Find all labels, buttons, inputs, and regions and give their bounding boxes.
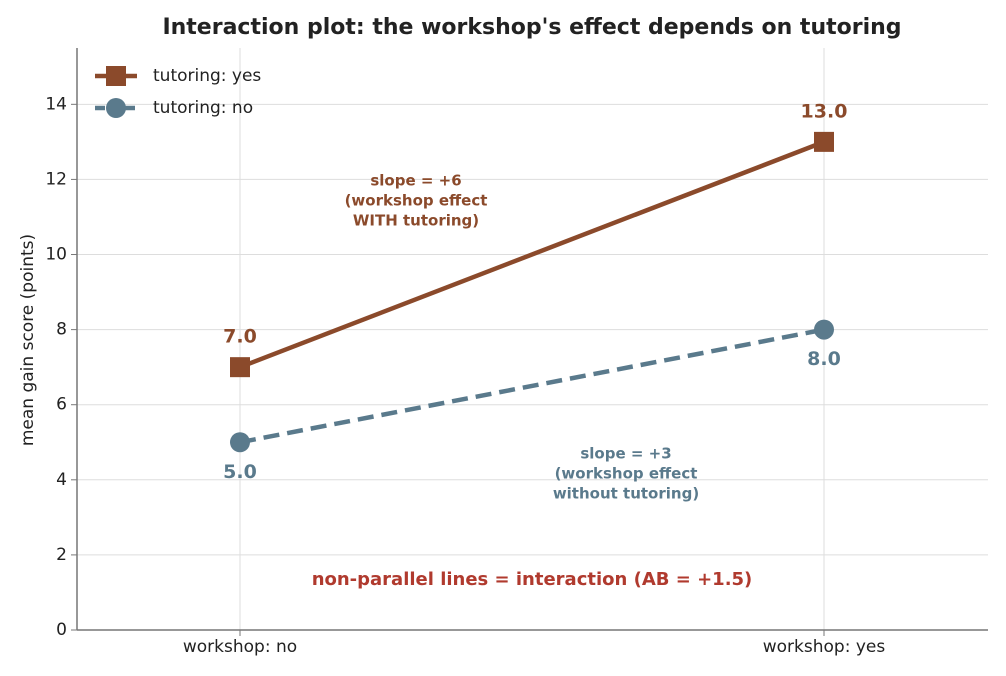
series-line [239, 139, 825, 370]
legend-label: tutoring: yes [153, 66, 261, 86]
y-tick-label: 10 [45, 245, 67, 265]
x-tick-label: workshop: yes [763, 637, 886, 657]
y-tick-label: 8 [56, 320, 67, 340]
y-tick-label: 4 [56, 470, 67, 490]
annotation: (workshop effect [555, 465, 698, 483]
x-tick-label: workshop: no [183, 637, 297, 657]
chart-title: Interaction plot: the workshop's effect … [162, 15, 901, 40]
data-label: 5.0 [223, 461, 257, 483]
marker [814, 319, 834, 340]
series-line [239, 327, 825, 445]
marker [230, 357, 250, 378]
marker [814, 131, 834, 152]
y-tick-label: 6 [56, 395, 67, 415]
data-label: 13.0 [801, 100, 848, 122]
data-label: 7.0 [223, 326, 257, 348]
y-tick-label: 12 [45, 169, 67, 189]
annotation: (workshop effect [345, 192, 488, 210]
legend-marker [106, 98, 126, 118]
annotation: non-parallel lines = interaction (AB = +… [312, 569, 753, 590]
y-tick-label: 14 [45, 94, 67, 114]
y-tick-label: 2 [56, 545, 67, 565]
annotation: slope = +6 [370, 172, 461, 190]
marker [230, 432, 250, 453]
legend-label: tutoring: no [153, 98, 253, 118]
y-axis-label: mean gain score (points) [18, 234, 38, 446]
annotation: without tutoring) [553, 485, 699, 503]
annotation: WITH tutoring) [353, 212, 479, 230]
data-label: 8.0 [807, 348, 841, 370]
annotation: slope = +3 [580, 445, 671, 463]
legend-marker [106, 66, 126, 86]
y-tick-label: 0 [56, 620, 67, 640]
